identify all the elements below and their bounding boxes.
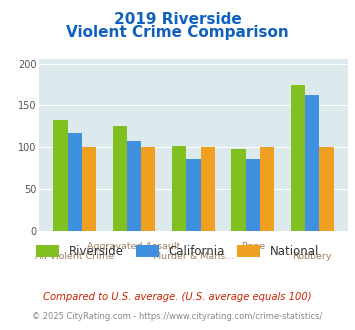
Text: 2019 Riverside: 2019 Riverside [114,12,241,26]
Text: Murder & Mans...: Murder & Mans... [153,252,234,261]
Text: Robbery: Robbery [293,252,332,261]
Bar [260,147,274,231]
Bar [320,147,334,231]
Legend: Riverside, California, National: Riverside, California, National [36,245,319,258]
Bar [291,84,305,231]
Bar [172,146,186,231]
Text: © 2025 CityRating.com - https://www.cityrating.com/crime-statistics/: © 2025 CityRating.com - https://www.city… [32,312,323,321]
Bar [246,159,260,231]
Bar [53,120,67,231]
Text: All Violent Crime: All Violent Crime [35,252,114,261]
Text: Aggravated Assault: Aggravated Assault [87,242,181,251]
Bar [113,125,127,231]
Bar [141,147,155,231]
Bar [231,149,246,231]
Text: Rape: Rape [241,242,265,251]
Bar [305,95,320,231]
Text: Compared to U.S. average. (U.S. average equals 100): Compared to U.S. average. (U.S. average … [43,292,312,302]
Bar [201,147,215,231]
Bar [67,133,82,231]
Bar [127,142,141,231]
Text: Violent Crime Comparison: Violent Crime Comparison [66,25,289,40]
Bar [82,147,96,231]
Bar [186,159,201,231]
